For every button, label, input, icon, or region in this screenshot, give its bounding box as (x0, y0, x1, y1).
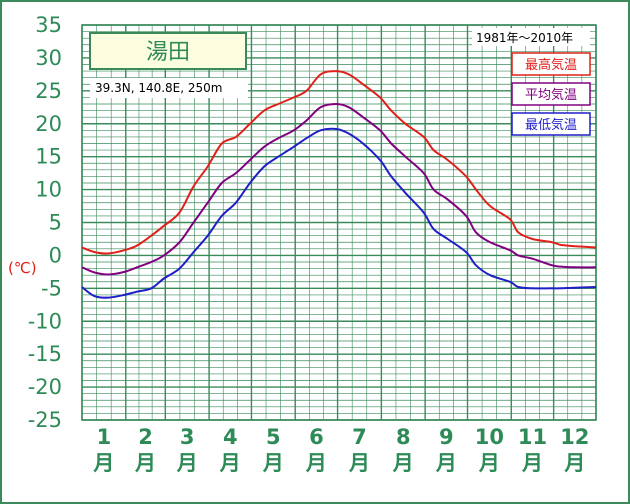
y-tick-label: -25 (28, 408, 62, 432)
y-tick-label: 10 (35, 178, 62, 202)
x-month-number: 5 (266, 425, 281, 449)
station-name-box (89, 32, 247, 70)
y-tick-label: 25 (35, 79, 62, 103)
y-tick-label: 0 (49, 243, 62, 267)
y-tick-label: -5 (41, 276, 62, 300)
x-month-number: 4 (223, 425, 238, 449)
y-axis-unit-label: (℃) (8, 259, 37, 277)
x-month-number: 10 (475, 425, 504, 449)
x-month-suffix: 月 (219, 451, 241, 475)
x-month-number: 6 (309, 425, 324, 449)
y-tick-label: -20 (28, 375, 62, 399)
x-month-number: 7 (352, 425, 367, 449)
y-tick-label: 15 (35, 145, 62, 169)
y-tick-label: 5 (49, 211, 62, 235)
y-tick-label: 30 (35, 46, 62, 70)
series-line-0 (81, 70, 597, 255)
location-box (90, 78, 248, 98)
legend-box (511, 82, 591, 106)
x-month-suffix: 月 (563, 451, 585, 475)
x-month-number: 9 (439, 425, 454, 449)
legend-label: 最高気温 (525, 57, 577, 73)
station-name: 湯田 (146, 40, 190, 65)
legend-label: 平均気温 (525, 87, 577, 103)
x-month-number: 8 (396, 425, 411, 449)
period-text: 1981年〜2010年 (476, 31, 573, 45)
x-month-number: 12 (560, 425, 589, 449)
x-month-suffix: 月 (348, 451, 370, 475)
legend-box (511, 52, 591, 76)
x-month-suffix: 月 (305, 451, 327, 475)
x-month-suffix: 月 (92, 451, 114, 475)
x-month-suffix: 月 (478, 451, 500, 475)
x-month-suffix: 月 (176, 451, 198, 475)
series-line-1 (81, 103, 597, 276)
x-month-suffix: 月 (521, 451, 543, 475)
x-month-number: 1 (97, 425, 112, 449)
legend-label: 最低気温 (525, 117, 577, 133)
x-month-suffix: 月 (392, 451, 414, 475)
series-lines (81, 70, 597, 299)
y-tick-label: 20 (35, 112, 62, 136)
x-month-number: 2 (138, 425, 153, 449)
x-month-number: 11 (518, 425, 547, 449)
y-axis-tick-labels: 35 30 25 20 15 10 5 0 -5 -10 -15 -20 -25 (28, 13, 62, 432)
y-tick-label: -10 (28, 309, 62, 333)
period-box (472, 28, 590, 46)
x-month-suffix: 月 (134, 451, 156, 475)
x-month-suffix: 月 (262, 451, 284, 475)
series-line-2 (81, 127, 597, 299)
location-text: 39.3N, 140.8E, 250m (95, 81, 222, 95)
y-tick-label: -15 (28, 342, 62, 366)
x-month-suffix: 月 (435, 451, 457, 475)
legend-box (511, 112, 591, 136)
station-box: 湯田 (89, 32, 247, 70)
x-month-number: 3 (180, 425, 195, 449)
y-tick-label: 35 (35, 13, 62, 37)
